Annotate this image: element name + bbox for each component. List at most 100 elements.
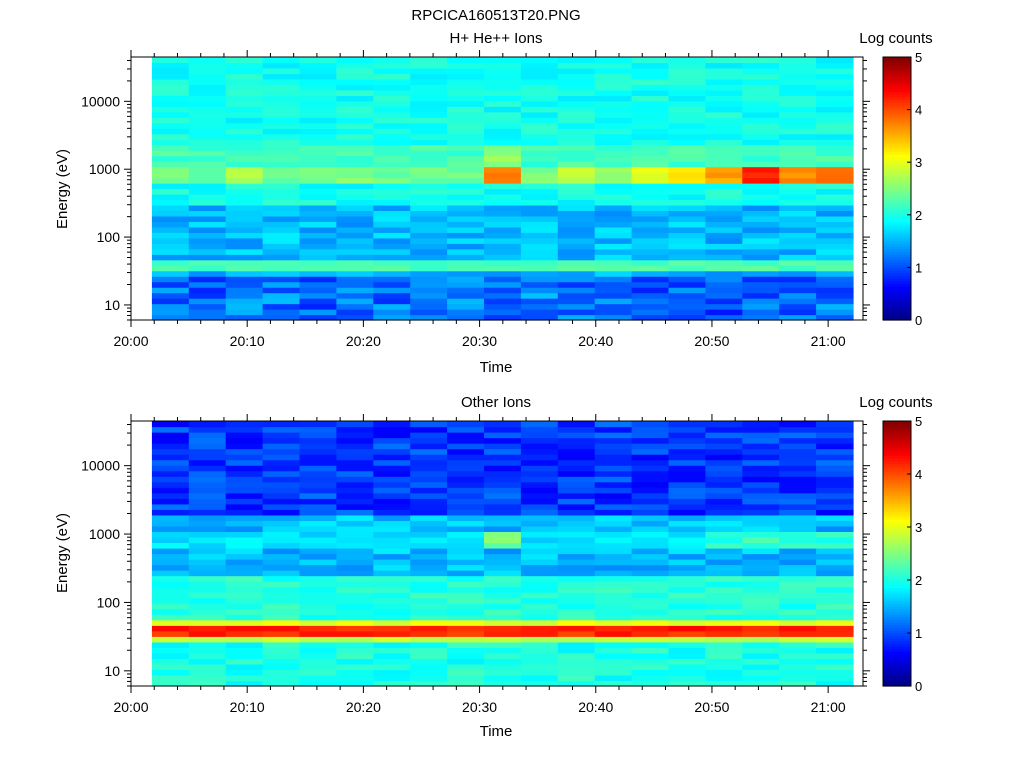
- heat-cell: [188, 89, 227, 96]
- heat-cell: [262, 314, 301, 321]
- heat-cell: [816, 625, 854, 632]
- heat-cell: [557, 630, 596, 637]
- heat-cell: [188, 498, 227, 505]
- heat-cell: [447, 503, 485, 510]
- heat-cell: [779, 426, 817, 433]
- heat-cell: [668, 84, 706, 91]
- heat-cell: [447, 536, 485, 544]
- heat-cell: [262, 89, 301, 96]
- heat-cell: [484, 111, 522, 118]
- heat-cell: [373, 674, 411, 682]
- colorbar-step: [883, 264, 911, 268]
- colorbar-step: [883, 595, 911, 600]
- heat-cell: [520, 259, 559, 266]
- heat-cell: [299, 492, 338, 499]
- heat-cell: [557, 161, 596, 168]
- heat-cell: [188, 106, 227, 113]
- heat-cell: [484, 84, 522, 91]
- heat-cell: [299, 287, 338, 294]
- heat-cell: [447, 669, 485, 676]
- heat-cell: [225, 487, 264, 494]
- heat-cell: [631, 421, 670, 428]
- heat-cell: [373, 193, 411, 201]
- heat-cell: [631, 680, 670, 687]
- heat-cell: [742, 592, 780, 599]
- heat-cell: [299, 459, 338, 466]
- heat-cell: [520, 67, 559, 75]
- heat-cell: [262, 421, 301, 428]
- heat-cell: [447, 487, 485, 494]
- colorbar-step: [883, 117, 911, 121]
- heat-cell: [557, 67, 596, 75]
- heat-cell: [631, 177, 670, 184]
- heat-cell: [484, 426, 522, 433]
- heat-cell: [262, 95, 301, 102]
- heat-cell: [262, 199, 301, 206]
- panel-title: Other Ions: [461, 394, 531, 411]
- heat-cell: [262, 509, 301, 516]
- heat-cell: [373, 680, 411, 687]
- heat-cell: [410, 531, 448, 538]
- heat-cell: [225, 459, 264, 466]
- heat-cell: [336, 100, 374, 107]
- heat-cell: [225, 270, 264, 277]
- heat-cell: [151, 183, 190, 190]
- colorbar-step: [883, 128, 911, 132]
- heat-cell: [779, 520, 817, 527]
- heat-cell: [373, 57, 411, 64]
- colorbar-step: [883, 675, 911, 679]
- heat-cell: [668, 111, 706, 118]
- heat-cell: [668, 454, 706, 461]
- heat-cell: [262, 292, 301, 299]
- heat-cell: [336, 243, 374, 250]
- heat-cell: [557, 133, 596, 140]
- heat-cell: [373, 608, 411, 615]
- heat-cell: [594, 647, 633, 654]
- heat-cell: [816, 100, 854, 107]
- heat-cell: [557, 221, 596, 228]
- heat-cell: [742, 465, 780, 472]
- heat-cell: [520, 481, 559, 488]
- colorbar-step: [883, 585, 911, 589]
- heat-cell: [336, 570, 374, 577]
- colorbar-step: [883, 680, 911, 684]
- heat-cell: [410, 680, 448, 687]
- colorbar-step: [883, 172, 911, 176]
- heat-cell: [336, 553, 374, 560]
- heat-cell: [705, 128, 743, 135]
- colorbar-step: [883, 109, 911, 113]
- heat-cell: [705, 487, 743, 494]
- heat-cell: [594, 448, 633, 455]
- heat-cell: [557, 437, 596, 444]
- heat-cell: [520, 647, 559, 654]
- heat-cell: [262, 281, 301, 288]
- heat-cell: [631, 465, 670, 472]
- heat-cell: [151, 106, 190, 113]
- heat-cell: [668, 619, 706, 626]
- heat-cell: [410, 281, 448, 288]
- heat-cell: [816, 62, 854, 69]
- heat-cell: [336, 78, 374, 85]
- heat-cell: [742, 652, 780, 659]
- heat-cell: [410, 547, 448, 555]
- heat-cell: [299, 155, 338, 162]
- heat-cell: [336, 128, 374, 135]
- heat-cell: [705, 641, 743, 648]
- heat-cell: [631, 166, 670, 173]
- heat-cell: [188, 503, 227, 510]
- heat-cell: [668, 106, 706, 113]
- colorbar-step: [883, 188, 911, 192]
- heat-cell: [631, 161, 670, 168]
- heat-cell: [410, 73, 448, 80]
- heat-cell: [336, 669, 374, 676]
- heat-cell: [594, 437, 633, 444]
- heat-cell: [668, 188, 706, 195]
- heat-cell: [262, 204, 301, 212]
- heat-cell: [668, 547, 706, 555]
- heat-cell: [373, 575, 411, 582]
- heat-cell: [742, 161, 780, 168]
- heat-cell: [188, 647, 227, 654]
- heat-cell: [557, 111, 596, 118]
- heat-cell: [816, 487, 854, 494]
- heat-cell: [299, 581, 338, 588]
